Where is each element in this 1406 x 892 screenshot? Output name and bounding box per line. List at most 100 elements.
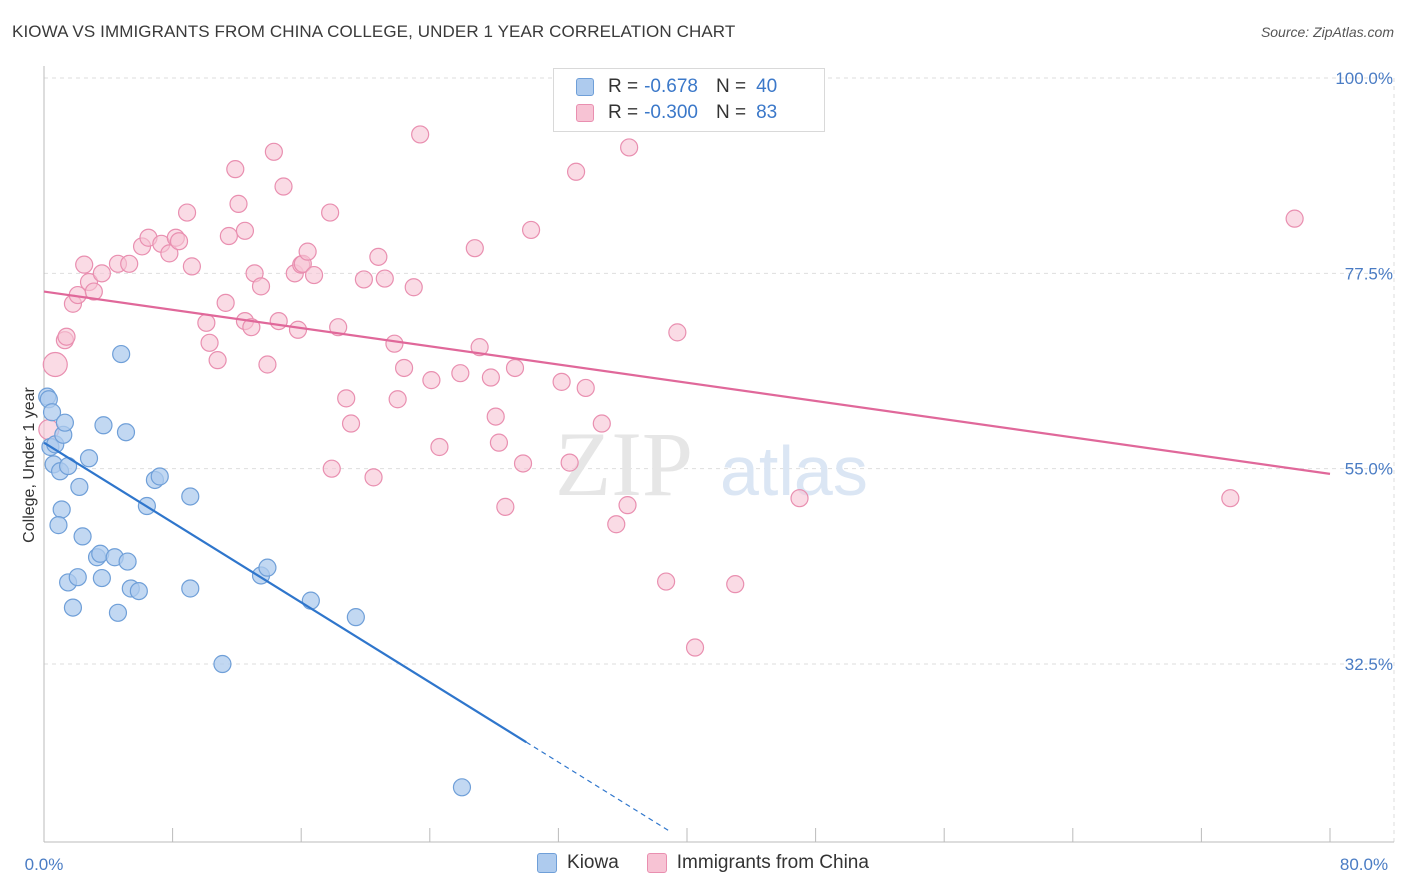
x-tick-label: 0.0% <box>25 855 64 874</box>
kiowa-point <box>52 500 71 519</box>
x-tick-label: 80.0% <box>1340 855 1388 874</box>
y-tick-label: 77.5% <box>1345 264 1393 283</box>
kiowa-point <box>258 558 277 577</box>
china-point <box>322 459 341 478</box>
china-point <box>790 489 809 508</box>
kiowa-point <box>108 603 128 622</box>
china-point <box>197 313 216 332</box>
china-point <box>685 638 705 657</box>
china-point <box>496 497 515 516</box>
kiowa-point <box>181 487 200 506</box>
china-point <box>182 257 201 276</box>
kiowa-point <box>301 591 320 610</box>
china-point <box>229 194 248 213</box>
chart-title: KIOWA VS IMMIGRANTS FROM CHINA COLLEGE, … <box>12 22 736 41</box>
kiowa-point <box>70 477 89 497</box>
china-point <box>560 453 579 472</box>
china-point <box>1285 209 1304 228</box>
kiowa-point <box>112 344 131 364</box>
legend-n-value: 83 <box>756 102 778 123</box>
china-legend-label: Immigrants from China <box>676 852 869 873</box>
kiowa-point <box>49 516 68 535</box>
china-point <box>465 239 484 258</box>
kiowa-point <box>42 403 62 422</box>
china-point <box>200 333 219 352</box>
legend-r-value: -0.678 <box>644 76 698 97</box>
china-point <box>258 355 277 374</box>
china-point <box>668 323 687 342</box>
kiowa-legend-label: Kiowa <box>567 852 619 873</box>
china-point <box>92 264 111 283</box>
china-point <box>470 338 489 357</box>
legend-n-value: 40 <box>756 76 778 97</box>
china-point <box>552 372 571 391</box>
china-point <box>120 254 139 273</box>
china-point <box>298 242 317 261</box>
china-point <box>160 244 179 263</box>
source-credit: Source: ZipAtlas.com <box>1260 24 1394 40</box>
china-point <box>208 351 227 370</box>
china-point <box>576 378 595 398</box>
china-point <box>364 468 383 487</box>
china-trend-line <box>43 290 1331 475</box>
axis-layer <box>43 66 1394 843</box>
kiowa-point <box>68 568 87 587</box>
china-point <box>216 293 235 312</box>
china-point <box>354 270 373 289</box>
china-point <box>388 390 407 409</box>
china-point <box>288 320 308 339</box>
legend-item-kiowa[interactable]: Kiowa <box>537 852 619 874</box>
china-point <box>84 282 103 301</box>
china-point <box>620 138 639 157</box>
china-point <box>337 389 356 408</box>
china-point <box>42 351 68 378</box>
china-point <box>375 269 394 288</box>
china-point <box>369 247 388 266</box>
china-point <box>657 572 676 591</box>
kiowa-point <box>346 608 365 627</box>
trend-layer <box>43 290 1331 833</box>
china-point <box>592 414 611 433</box>
kiowa-point <box>452 778 472 797</box>
grid-layer <box>44 77 1395 842</box>
legend-r-value: -0.300 <box>644 102 698 123</box>
china-point <box>607 515 626 534</box>
legend-n-label: N = <box>715 102 747 123</box>
china-points <box>38 125 1304 657</box>
label-layer: 32.5% 55.0% 77.5% 100.0% 0.0% 80.0% <box>25 69 1393 874</box>
china-point <box>411 125 430 144</box>
china-point <box>481 368 500 387</box>
china-point <box>422 371 441 390</box>
china-legend-swatch <box>646 853 667 873</box>
china-point <box>251 277 271 296</box>
correlation-legend: R = -0.678 N = 40 R = -0.300 N = 83 <box>553 68 825 132</box>
china-point <box>57 327 76 346</box>
legend-item-china[interactable]: Immigrants from China <box>646 852 869 874</box>
china-point <box>385 334 404 353</box>
kiowa-point <box>129 581 148 601</box>
kiowa-point <box>63 598 83 617</box>
kiowa-point <box>116 423 136 442</box>
china-point <box>264 142 283 161</box>
china-point <box>521 220 541 240</box>
china-point <box>505 358 525 378</box>
kiowa-points <box>38 344 472 797</box>
china-point <box>341 414 361 433</box>
kiowa-point <box>181 579 200 598</box>
series-legend: Kiowa Immigrants from China <box>0 852 1406 874</box>
china-point <box>169 232 189 251</box>
kiowa-point <box>92 568 111 588</box>
y-tick-label: 100.0% <box>1335 69 1393 88</box>
legend-r-label: R = <box>608 76 639 97</box>
y-axis-title: College, Under 1 year <box>21 387 38 543</box>
china-point <box>618 496 637 515</box>
china-point <box>726 575 745 594</box>
kiowa-point <box>94 416 113 435</box>
china-point <box>513 454 533 473</box>
china-point <box>451 364 470 383</box>
y-tick-label: 55.0% <box>1345 460 1393 479</box>
kiowa-point <box>150 467 169 486</box>
china-point <box>394 358 414 378</box>
china-point <box>430 437 449 457</box>
